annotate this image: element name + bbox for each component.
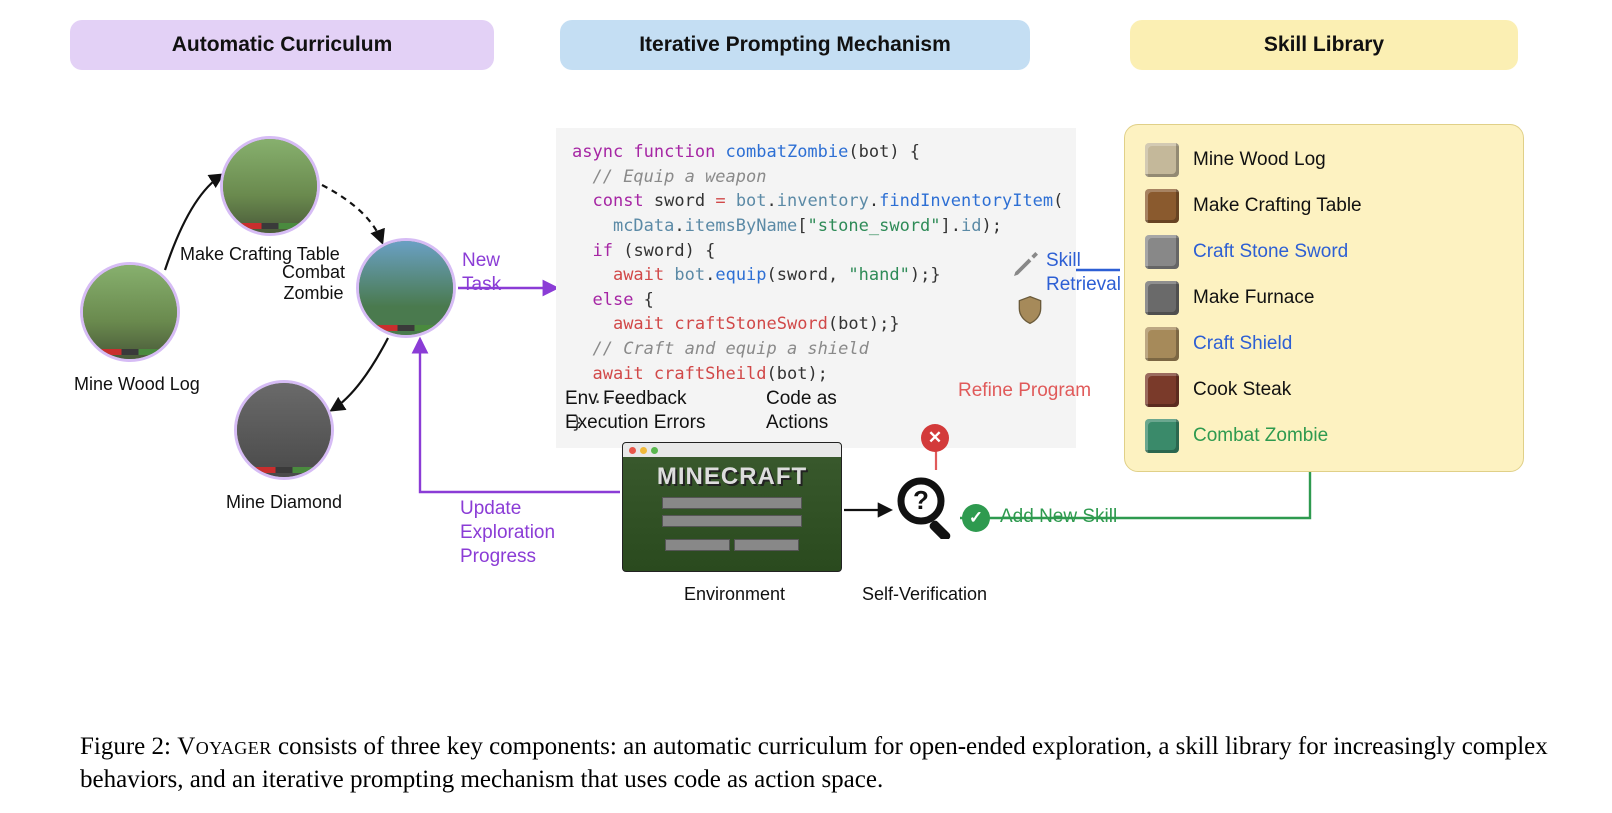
caption-rest: consists of three key components: an aut… — [80, 733, 1548, 794]
node-combat-zombie — [356, 238, 456, 338]
skill-item: Craft Stone Sword — [1145, 235, 1503, 269]
svg-text:?: ? — [913, 485, 929, 515]
label-update-b: Exploration — [460, 522, 555, 544]
label-skill-retrieval-b: Retrieval — [1046, 274, 1121, 296]
code-line: mcData.itemsByName["stone_sword"].id); — [572, 214, 1060, 239]
node-crafting-table — [220, 136, 320, 236]
caption-prefix: Figure 2: — [80, 733, 177, 760]
label-new-task-b: Task — [462, 274, 501, 296]
code-line: if (sword) { — [572, 239, 1060, 264]
shield-icon — [1014, 294, 1046, 326]
sword-icon — [1010, 248, 1042, 280]
environment-box: MINECRAFT — [622, 442, 842, 572]
skill-item-icon — [1145, 419, 1179, 453]
skill-item: Craft Shield — [1145, 327, 1503, 361]
label-env-feedback-a: Env Feedback — [565, 388, 686, 410]
node-wood-log — [80, 262, 180, 362]
figure-caption: Figure 2: Voyager consists of three key … — [80, 730, 1552, 798]
skill-item-label: Make Furnace — [1193, 287, 1314, 309]
skill-item-icon — [1145, 327, 1179, 361]
code-line: const sword = bot.inventory.findInventor… — [572, 189, 1060, 214]
label-mine-diamond: Mine Diamond — [226, 492, 342, 513]
magnifier-icon: ? — [895, 475, 959, 539]
skill-item-icon — [1145, 281, 1179, 315]
label-combat-zombie: Combat Zombie — [282, 262, 345, 304]
minecraft-title: MINECRAFT — [657, 463, 807, 491]
environment-label: Environment — [684, 584, 785, 605]
skill-item: Combat Zombie — [1145, 419, 1503, 453]
skill-item-label: Cook Steak — [1193, 379, 1291, 401]
x-icon: ✕ — [921, 424, 949, 452]
skill-item-label: Mine Wood Log — [1193, 149, 1326, 171]
code-line: // Equip a weapon — [572, 165, 1060, 190]
check-icon: ✓ — [962, 504, 990, 532]
skill-item-label: Make Crafting Table — [1193, 195, 1362, 217]
skill-item: Make Furnace — [1145, 281, 1503, 315]
header-library: Skill Library — [1130, 20, 1518, 70]
label-code-actions-a: Code as — [766, 388, 837, 410]
caption-smallcaps: Voyager — [177, 733, 272, 760]
skill-item-icon — [1145, 235, 1179, 269]
label-add-skill: Add New Skill — [1000, 506, 1117, 528]
label-new-task-a: New — [462, 250, 500, 272]
label-env-feedback-b: Execution Errors — [565, 412, 705, 434]
header-curriculum: Automatic Curriculum — [70, 20, 494, 70]
label-refine: Refine Program — [958, 380, 1091, 402]
skill-item: Make Crafting Table — [1145, 189, 1503, 223]
label-update-a: Update — [460, 498, 521, 520]
skill-item-icon — [1145, 143, 1179, 177]
self-verify-label: Self-Verification — [862, 584, 987, 605]
label-wood-log: Mine Wood Log — [74, 374, 200, 395]
skill-item-icon — [1145, 189, 1179, 223]
label-code-actions-b: Actions — [766, 412, 828, 434]
skill-item-label: Craft Shield — [1193, 333, 1292, 355]
code-line: // Craft and equip a shield — [572, 337, 1060, 362]
skill-library-box: Mine Wood Log Make Crafting Table Craft St… — [1124, 124, 1524, 472]
skill-item: Mine Wood Log — [1145, 143, 1503, 177]
label-update-c: Progress — [460, 546, 536, 568]
skill-item-label: Craft Stone Sword — [1193, 241, 1348, 263]
code-line: else { — [572, 288, 1060, 313]
header-prompting: Iterative Prompting Mechanism — [560, 20, 1030, 70]
node-mine-diamond — [234, 380, 334, 480]
code-line: await bot.equip(sword, "hand");} — [572, 263, 1060, 288]
skill-item: Cook Steak — [1145, 373, 1503, 407]
code-line: async function combatZombie(bot) { — [572, 140, 1060, 165]
label-skill-retrieval-a: Skill — [1046, 250, 1081, 272]
code-line: await craftStoneSword(bot);} — [572, 312, 1060, 337]
skill-item-icon — [1145, 373, 1179, 407]
skill-item-label: Combat Zombie — [1193, 425, 1328, 447]
